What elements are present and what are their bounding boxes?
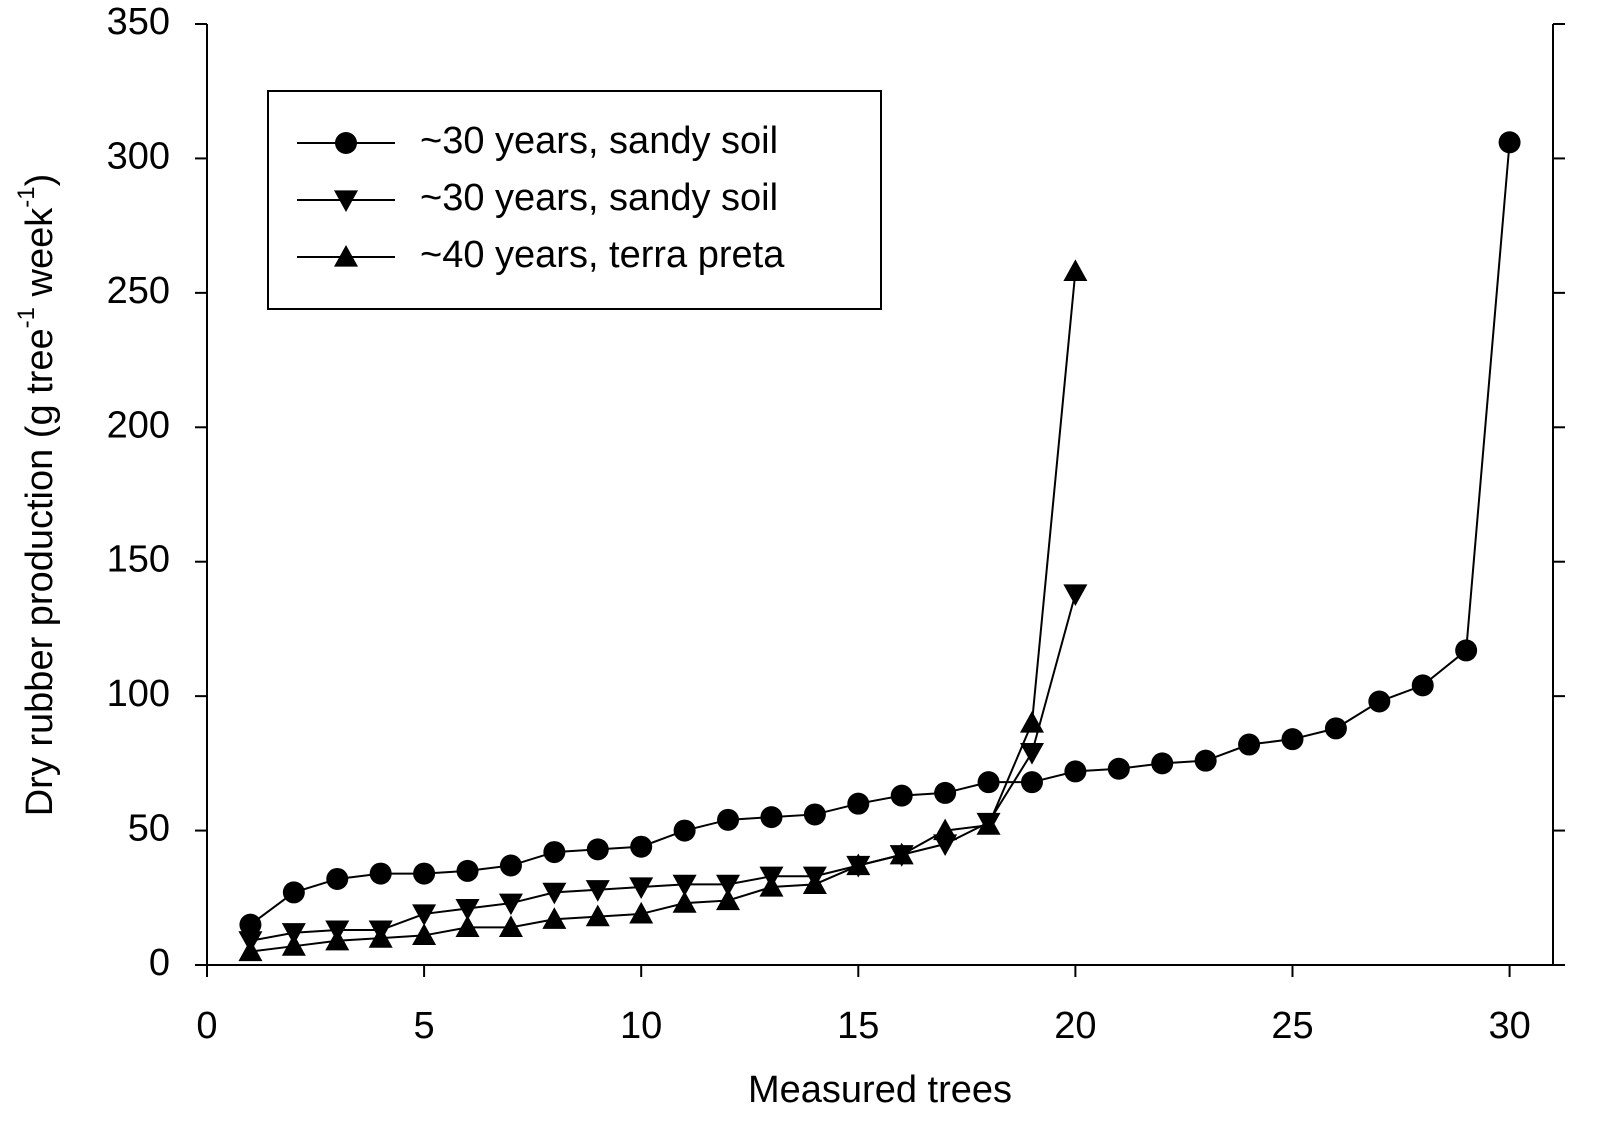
y-label-sup: -1 xyxy=(13,307,40,328)
marker xyxy=(1063,259,1088,281)
marker xyxy=(1019,711,1044,733)
marker xyxy=(412,923,437,946)
marker xyxy=(412,904,437,926)
x-tick-label: 5 xyxy=(414,1005,435,1047)
marker xyxy=(1411,674,1434,697)
marker xyxy=(1064,760,1087,783)
legend-label: ~40 years, terra preta xyxy=(420,234,785,276)
marker xyxy=(238,939,263,962)
marker xyxy=(1281,728,1304,751)
marker xyxy=(413,862,436,885)
marker xyxy=(846,853,871,876)
marker xyxy=(1020,771,1043,794)
marker xyxy=(585,904,610,927)
marker xyxy=(889,842,914,865)
marker xyxy=(1324,717,1347,740)
y-tick-label: 250 xyxy=(107,270,170,312)
marker xyxy=(673,819,696,842)
marker xyxy=(1498,131,1521,154)
marker xyxy=(1455,639,1478,662)
legend-marker xyxy=(334,190,358,212)
y-label-part: week xyxy=(19,207,61,307)
x-tick-label: 15 xyxy=(837,1005,879,1047)
marker xyxy=(716,888,741,911)
marker xyxy=(1238,733,1261,756)
marker xyxy=(672,874,697,897)
marker xyxy=(717,808,740,831)
marker xyxy=(542,882,567,905)
marker xyxy=(716,874,741,897)
marker xyxy=(890,784,913,807)
legend-label: ~30 years, sandy soil xyxy=(420,120,778,162)
marker xyxy=(976,813,1001,835)
marker xyxy=(934,781,957,804)
legend-label: ~30 years, sandy soil xyxy=(420,177,778,219)
y-label-sup: -1 xyxy=(13,186,40,207)
marker xyxy=(760,806,783,829)
marker xyxy=(325,928,350,951)
y-tick-label: 350 xyxy=(107,1,170,43)
marker xyxy=(803,803,826,826)
legend-marker xyxy=(335,132,357,154)
marker xyxy=(1194,749,1217,772)
marker xyxy=(498,915,523,937)
marker xyxy=(455,898,480,921)
marker xyxy=(282,881,305,904)
marker xyxy=(933,818,958,841)
marker xyxy=(326,867,349,890)
marker xyxy=(586,838,609,861)
marker xyxy=(368,926,393,948)
marker xyxy=(456,859,479,882)
marker xyxy=(281,923,306,945)
x-tick-label: 10 xyxy=(620,1005,662,1047)
marker xyxy=(977,771,1000,794)
y-tick-label: 100 xyxy=(107,673,170,715)
legend-marker xyxy=(334,245,358,267)
y-tick-label: 200 xyxy=(107,404,170,446)
marker xyxy=(1151,752,1174,775)
marker xyxy=(847,792,870,815)
marker xyxy=(455,915,480,937)
marker xyxy=(542,907,567,929)
marker xyxy=(1107,757,1130,780)
marker xyxy=(629,877,654,900)
series-line xyxy=(250,271,1077,953)
marker xyxy=(543,841,566,864)
marker xyxy=(672,891,697,913)
x-tick-label: 0 xyxy=(196,1005,217,1047)
x-tick-label: 30 xyxy=(1488,1005,1530,1047)
y-tick-label: 0 xyxy=(149,942,170,984)
y-tick-label: 150 xyxy=(107,539,170,581)
marker xyxy=(281,934,306,956)
y-tick-label: 50 xyxy=(128,808,170,850)
marker xyxy=(802,872,827,894)
marker xyxy=(759,875,784,897)
marker xyxy=(630,835,653,858)
marker xyxy=(369,862,392,885)
x-axis-label: Measured trees xyxy=(748,1069,1012,1111)
marker xyxy=(629,901,654,924)
y-label-part: Dry rubber production (g tree xyxy=(19,328,61,816)
y-tick-label: 300 xyxy=(107,135,170,177)
marker xyxy=(498,893,523,916)
x-tick-label: 20 xyxy=(1054,1005,1096,1047)
y-axis-label: Dry rubber production (g tree-1 week-1) xyxy=(13,174,61,817)
marker xyxy=(239,913,262,936)
marker xyxy=(499,854,522,877)
x-tick-label: 25 xyxy=(1271,1005,1313,1047)
marker xyxy=(1063,584,1088,606)
marker xyxy=(1019,743,1044,765)
marker xyxy=(1368,690,1391,713)
marker xyxy=(585,880,610,902)
series-line xyxy=(250,593,1077,942)
y-label-part: ) xyxy=(19,174,61,187)
